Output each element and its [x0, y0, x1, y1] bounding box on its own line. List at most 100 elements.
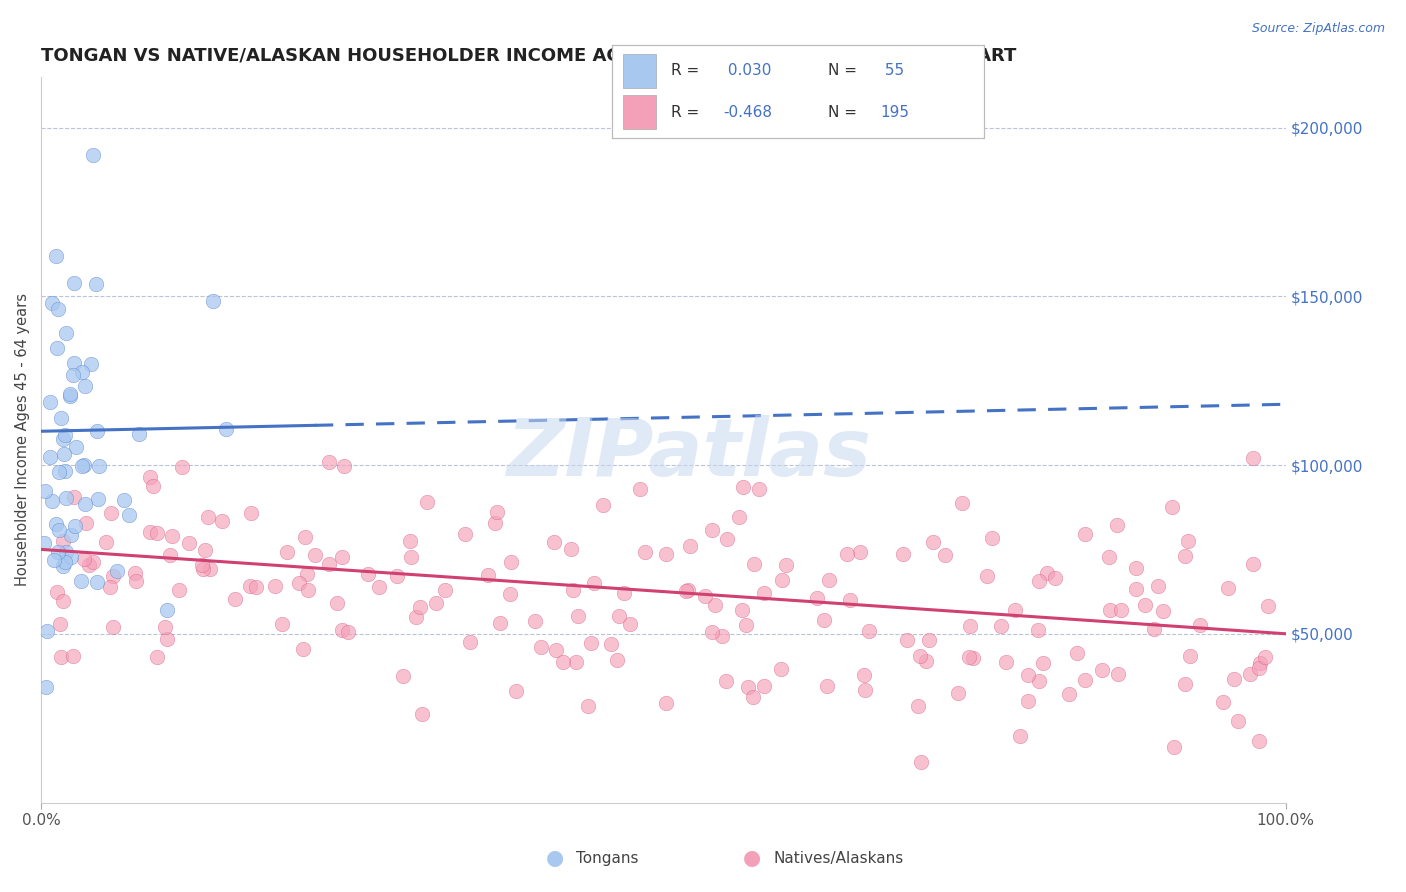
Point — [294, 530, 316, 544]
Point — [49, 617, 72, 632]
Point — [52, 593, 75, 607]
Point — [62, 648, 84, 663]
Point — [922, 534, 945, 549]
Point — [270, 616, 292, 631]
Point — [1109, 602, 1132, 616]
Point — [770, 662, 793, 676]
Point — [728, 510, 751, 524]
Point — [245, 580, 267, 594]
Point — [60, 528, 83, 542]
Point — [1125, 561, 1147, 575]
Point — [41, 494, 63, 508]
Point — [49, 410, 72, 425]
Point — [1142, 622, 1164, 636]
Point — [1180, 649, 1202, 664]
Point — [55, 491, 77, 505]
Point — [156, 603, 179, 617]
Point — [356, 566, 378, 581]
Text: TONGAN VS NATIVE/ALASKAN HOUSEHOLDER INCOME AGES 45 - 64 YEARS CORRELATION CHART: TONGAN VS NATIVE/ALASKAN HOUSEHOLDER INC… — [41, 46, 1017, 64]
Point — [128, 426, 150, 441]
Point — [1247, 734, 1270, 748]
Point — [676, 582, 699, 597]
Point — [70, 365, 93, 379]
Point — [264, 579, 287, 593]
Point — [63, 277, 86, 291]
Point — [607, 609, 630, 624]
Point — [934, 549, 956, 563]
Point — [752, 679, 775, 693]
Point — [453, 527, 475, 541]
Point — [105, 564, 128, 578]
Point — [73, 458, 96, 472]
Point — [1257, 599, 1279, 614]
Point — [103, 569, 125, 583]
Point — [38, 450, 60, 465]
Point — [62, 368, 84, 382]
Point — [411, 707, 433, 722]
Point — [55, 326, 77, 341]
Point — [499, 587, 522, 601]
Point — [484, 516, 506, 531]
Point — [1091, 663, 1114, 677]
Point — [202, 293, 225, 308]
Point — [678, 539, 700, 553]
Point — [716, 674, 738, 689]
Text: 195: 195 — [880, 104, 908, 120]
Point — [101, 619, 124, 633]
Point — [485, 505, 508, 519]
Point — [385, 569, 408, 583]
Point — [995, 655, 1018, 669]
Point — [156, 632, 179, 646]
Text: R =: R = — [671, 104, 704, 120]
Point — [606, 652, 628, 666]
Point — [675, 584, 697, 599]
Point — [53, 427, 76, 442]
Point — [896, 632, 918, 647]
Point — [49, 650, 72, 665]
Point — [172, 459, 194, 474]
Point — [1004, 603, 1026, 617]
FancyBboxPatch shape — [623, 95, 657, 129]
Point — [837, 548, 859, 562]
Point — [735, 618, 758, 632]
Point — [80, 357, 103, 371]
Point — [409, 599, 432, 614]
Point — [405, 610, 427, 624]
Point — [700, 523, 723, 537]
Point — [957, 650, 980, 665]
Point — [276, 545, 298, 559]
Point — [1249, 656, 1271, 670]
Point — [1133, 598, 1156, 612]
Point — [330, 549, 353, 564]
Point — [853, 668, 876, 682]
Point — [733, 480, 755, 494]
Point — [1028, 574, 1050, 588]
Point — [1125, 582, 1147, 596]
Point — [59, 387, 82, 401]
Point — [567, 609, 589, 624]
Point — [1036, 566, 1059, 581]
Point — [59, 549, 82, 564]
Point — [48, 465, 70, 479]
Point — [146, 650, 169, 665]
Point — [1098, 550, 1121, 565]
Point — [191, 558, 214, 572]
Point — [153, 620, 176, 634]
Point — [915, 654, 938, 668]
Point — [318, 557, 340, 571]
Point — [35, 624, 58, 638]
Point — [167, 583, 190, 598]
Point — [86, 277, 108, 292]
Point — [224, 592, 246, 607]
Point — [124, 566, 146, 581]
Point — [87, 492, 110, 507]
Point — [159, 548, 181, 562]
Point — [1239, 666, 1261, 681]
Point — [742, 558, 765, 572]
Point — [179, 536, 201, 550]
Point — [613, 586, 636, 600]
Point — [1028, 674, 1050, 689]
Point — [86, 424, 108, 438]
Point — [1222, 672, 1244, 686]
Point — [52, 534, 75, 549]
